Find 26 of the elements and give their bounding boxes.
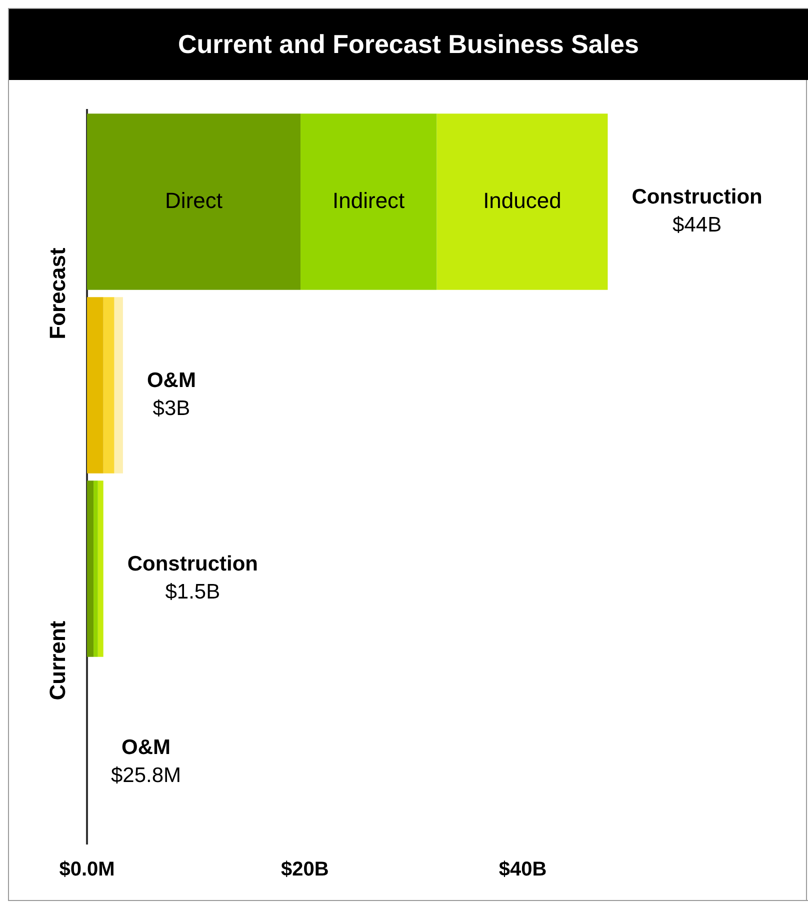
- bar: [87, 114, 301, 290]
- series-label: Direct: [165, 188, 222, 213]
- annotation: $25.8M: [111, 764, 182, 788]
- bar: [94, 480, 98, 657]
- annotation: $44B: [672, 214, 722, 237]
- bar: [436, 114, 608, 290]
- annotation: $3B: [152, 397, 190, 420]
- bar: [103, 297, 114, 474]
- bar: [98, 480, 104, 657]
- bar: [87, 297, 104, 474]
- x-tick-label: $0.0M: [59, 858, 115, 881]
- annotation: Construction: [632, 186, 762, 209]
- annotation: Construction: [127, 552, 258, 576]
- annotation: O&M: [122, 736, 171, 760]
- annotation: O&M: [146, 369, 196, 392]
- bar: [114, 297, 123, 474]
- text: Forecast: [45, 246, 70, 340]
- series-label: Indirect: [332, 188, 405, 213]
- x-tick-label: $40B: [498, 858, 547, 881]
- text: Current: [45, 620, 70, 700]
- annotation: $1.5B: [165, 580, 220, 604]
- bar: [300, 114, 437, 290]
- series-label: Induced: [483, 188, 562, 213]
- x-tick-label: $20B: [280, 858, 329, 881]
- chart-title: Current and Forecast Business Sales: [9, 9, 808, 80]
- bar: [87, 480, 94, 657]
